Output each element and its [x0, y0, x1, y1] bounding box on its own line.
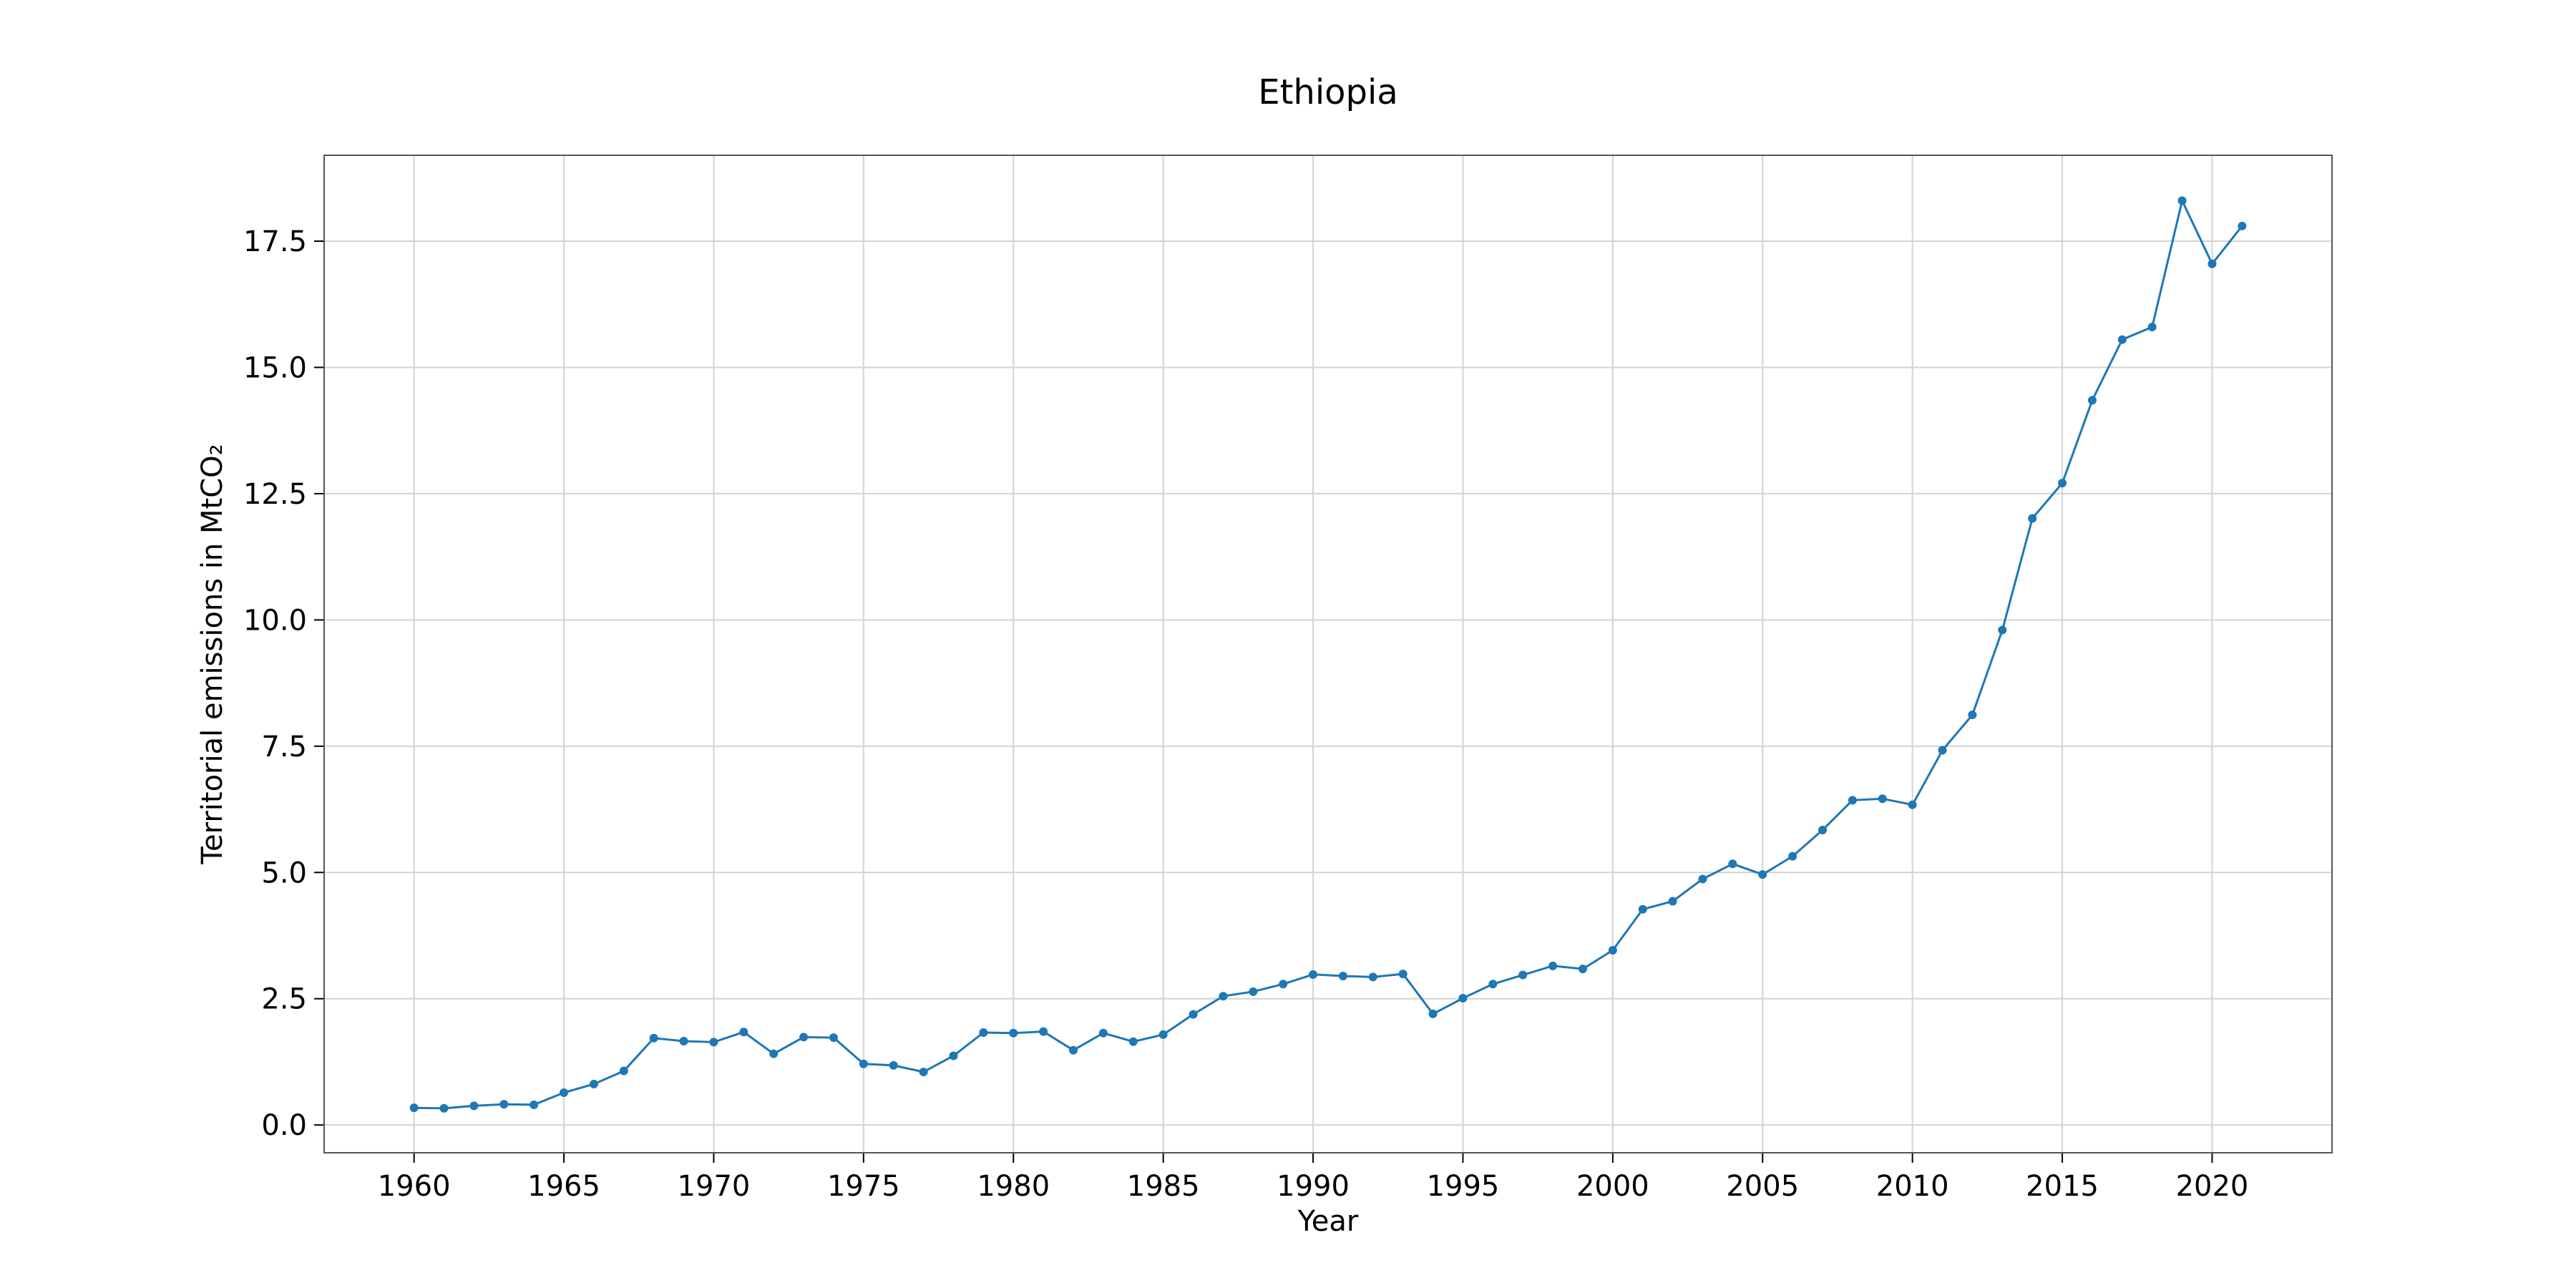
data-point	[1878, 794, 1887, 804]
y-tick-label: 12.5	[243, 478, 307, 511]
data-point	[1398, 970, 1407, 979]
data-point	[799, 1033, 809, 1042]
data-point	[2087, 396, 2097, 405]
data-point	[1128, 1037, 1138, 1046]
data-point	[1098, 1028, 1108, 1038]
x-tick-label: 2005	[1726, 1170, 1799, 1203]
data-point	[1518, 970, 1528, 980]
data-point	[1548, 961, 1558, 970]
x-tick-label: 2000	[1576, 1170, 1649, 1203]
data-point	[1338, 971, 1347, 980]
x-tick-label: 2010	[1876, 1170, 1949, 1203]
x-tick-label: 1995	[1427, 1170, 1500, 1203]
chart-title: Ethiopia	[1258, 72, 1398, 112]
data-point	[469, 1101, 479, 1111]
data-point	[2177, 196, 2187, 205]
data-point	[1158, 1030, 1168, 1039]
y-tick-label: 15.0	[243, 351, 307, 384]
data-point	[889, 1060, 898, 1070]
x-tick-label: 2020	[2176, 1170, 2249, 1203]
data-point	[679, 1037, 688, 1046]
data-point	[1039, 1027, 1048, 1036]
data-point	[1968, 711, 1977, 720]
y-axis-ticks: 0.0 2.5 5.0 7.5 10.0 12.5 15.0 17.5	[243, 225, 324, 1142]
x-tick-label: 1980	[977, 1170, 1050, 1203]
data-point	[1698, 874, 1707, 884]
data-point	[2058, 479, 2067, 488]
x-tick-label: 1960	[378, 1170, 451, 1203]
grid	[324, 155, 2332, 1153]
y-tick-label: 7.5	[261, 731, 307, 763]
data-point	[1069, 1045, 1078, 1055]
data-point	[560, 1088, 569, 1098]
data-point	[589, 1080, 598, 1089]
data-point	[1279, 980, 1288, 989]
series-line	[414, 197, 2243, 1110]
y-axis-label: Territorial emissions in MtCO₂	[196, 444, 229, 864]
data-point	[769, 1049, 779, 1058]
data-point	[1189, 1010, 1198, 1019]
data-point	[1578, 965, 1587, 974]
data-point	[1428, 1009, 1438, 1018]
data-point	[949, 1051, 958, 1060]
data-point	[2028, 514, 2037, 523]
data-point	[1368, 972, 1377, 982]
data-point	[1249, 987, 1258, 996]
data-point	[1638, 904, 1647, 914]
data-point	[1668, 897, 1677, 906]
data-point	[619, 1066, 628, 1075]
data-point	[1998, 625, 2007, 635]
y-tick-label: 17.5	[243, 225, 307, 258]
data-point	[709, 1038, 718, 1047]
data-point	[859, 1059, 868, 1068]
emissions-series	[409, 196, 2247, 1113]
y-tick-label: 2.5	[261, 983, 307, 1016]
data-point	[1458, 994, 1468, 1003]
data-point	[1009, 1028, 1018, 1038]
data-point	[499, 1100, 509, 1109]
data-point	[1938, 746, 1947, 755]
x-tick-label: 1985	[1127, 1170, 1200, 1203]
data-point	[2238, 221, 2247, 230]
data-point	[649, 1033, 658, 1043]
data-point	[1818, 825, 1828, 834]
data-point	[1488, 980, 1498, 989]
data-point	[1848, 796, 1857, 805]
data-point	[1728, 859, 1737, 869]
data-point	[739, 1028, 748, 1037]
y-tick-label: 0.0	[261, 1109, 307, 1142]
y-tick-label: 10.0	[243, 604, 307, 637]
x-tick-label: 1965	[527, 1170, 600, 1203]
x-tick-label: 1970	[678, 1170, 751, 1203]
x-tick-label: 1990	[1277, 1170, 1350, 1203]
x-axis-label: Year	[1297, 1205, 1359, 1238]
data-point	[1608, 945, 1617, 955]
data-point	[409, 1103, 419, 1113]
y-tick-label: 5.0	[261, 857, 307, 889]
data-point	[1908, 800, 1917, 809]
x-axis-ticks: 1960 1965 1970 1975 1980 1985 1990 1995 2000 2005…	[378, 1153, 2249, 1203]
data-point	[1758, 870, 1767, 879]
data-point	[829, 1033, 838, 1043]
data-point	[1788, 852, 1797, 861]
data-point	[530, 1100, 539, 1109]
x-tick-label: 1975	[827, 1170, 900, 1203]
data-point	[979, 1028, 988, 1038]
data-point	[919, 1068, 928, 1077]
plot-frame	[323, 155, 2333, 1153]
data-point	[2147, 322, 2157, 331]
x-tick-label: 2015	[2026, 1170, 2099, 1203]
data-point	[1309, 970, 1318, 979]
data-point	[2117, 335, 2127, 344]
data-point	[1219, 992, 1228, 1001]
data-point	[2207, 259, 2217, 268]
data-point	[439, 1103, 449, 1113]
